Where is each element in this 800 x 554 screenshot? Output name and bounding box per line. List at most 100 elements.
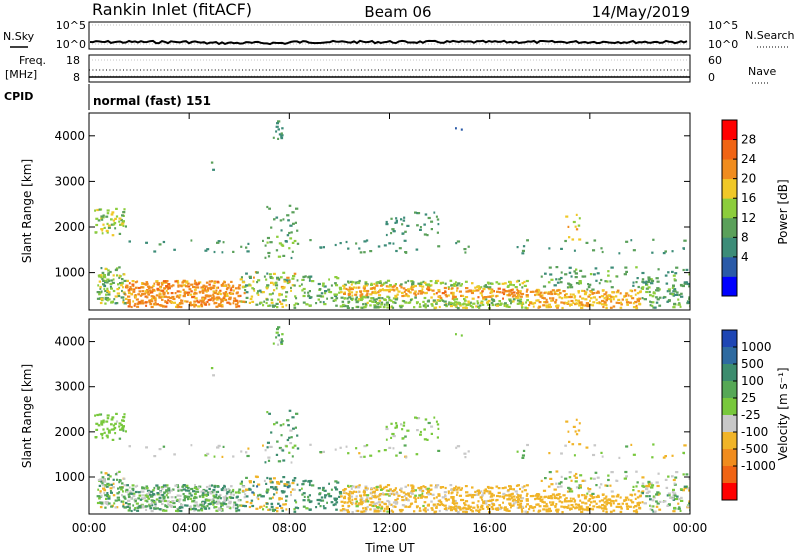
power-cell <box>176 294 179 297</box>
velocity-cell <box>449 505 452 509</box>
power-cell <box>307 291 310 294</box>
power-cell <box>289 224 293 227</box>
velocity-cell <box>302 483 305 486</box>
velocity-cell <box>478 510 481 513</box>
power-cell <box>117 294 121 298</box>
velocity-cell <box>625 502 629 505</box>
power-cell <box>132 290 136 293</box>
power-cell <box>196 299 199 302</box>
power-cell <box>97 219 101 222</box>
velocity-cell <box>182 484 186 487</box>
velocity-cell <box>509 487 513 491</box>
velocity-cell <box>461 487 463 490</box>
power-cell <box>391 285 395 288</box>
velocity-cell <box>483 489 487 492</box>
power-cell <box>372 300 375 303</box>
velocity-cell <box>461 498 465 502</box>
power-cell <box>501 282 505 285</box>
velocity-cell <box>547 485 551 488</box>
power-cell <box>237 305 241 308</box>
velocity-cell <box>403 494 406 498</box>
power-cell <box>232 250 235 253</box>
velocity-cell <box>440 502 443 505</box>
power-cell <box>115 268 117 271</box>
power-cell <box>205 290 208 293</box>
velocity-cell <box>142 486 145 489</box>
power-cell <box>212 286 215 290</box>
velocity-cell <box>470 496 474 499</box>
velocity-cell <box>456 488 459 491</box>
power-cell <box>238 287 241 290</box>
power-cell <box>411 282 415 286</box>
velocity-cell <box>358 502 361 505</box>
velocity-cell <box>502 497 506 500</box>
velocity-cell <box>322 450 325 453</box>
power-colorbar-swatch <box>722 276 737 297</box>
power-cell <box>636 298 640 302</box>
velocity-cell <box>611 495 614 498</box>
velocity-cell <box>568 490 571 493</box>
power-cell <box>502 288 506 291</box>
power-cell <box>284 299 287 302</box>
power-cell <box>127 289 131 292</box>
velocity-cell <box>267 456 271 459</box>
power-cell <box>535 289 538 292</box>
power-cell <box>438 299 442 302</box>
velocity-cell <box>186 486 190 490</box>
power-cell <box>182 288 185 291</box>
power-cell <box>157 283 160 286</box>
velocity-cell <box>247 447 250 450</box>
velocity-cell <box>389 488 392 491</box>
velocity-cell <box>366 500 370 503</box>
power-cell <box>456 284 459 287</box>
power-cell <box>673 302 677 305</box>
power-cell <box>378 294 382 297</box>
velocity-cell <box>154 505 157 508</box>
power-cell <box>542 304 546 307</box>
power-cell <box>498 303 502 306</box>
velocity-cell <box>280 490 284 493</box>
power-ytick-label: 3000 <box>54 174 85 188</box>
velocity-cell <box>579 474 583 477</box>
power-cell <box>107 269 110 272</box>
power-cell <box>409 287 412 290</box>
velocity-cell <box>417 496 420 499</box>
velocity-cell <box>340 500 344 503</box>
velocity-cell <box>340 495 343 498</box>
power-cell <box>193 305 196 308</box>
velocity-cell <box>94 436 98 439</box>
velocity-cell <box>107 497 111 500</box>
power-cell <box>350 283 353 286</box>
power-cell <box>296 229 299 232</box>
velocity-cell <box>463 503 467 506</box>
velocity-cell <box>383 507 386 510</box>
velocity-cell <box>436 503 440 506</box>
velocity-colorbar-tick: 1000 <box>741 340 772 354</box>
velocity-cell <box>619 510 623 513</box>
velocity-cell <box>454 489 457 492</box>
velocity-cell <box>352 490 355 493</box>
velocity-cell <box>213 496 217 499</box>
power-cell <box>436 218 440 221</box>
velocity-cell <box>386 507 390 510</box>
power-cell <box>241 281 246 284</box>
x-axis: 00:00 04:00 08:00 12:00 16:00 20:00 00:00 <box>72 113 707 535</box>
velocity-cell <box>182 493 185 496</box>
velocity-cell <box>648 482 651 485</box>
velocity-cell <box>649 482 653 485</box>
power-cell <box>308 279 311 282</box>
power-cell <box>649 278 653 281</box>
velocity-cell <box>118 481 121 484</box>
power-cell <box>294 295 297 298</box>
power-cell <box>213 250 216 254</box>
velocity-cell <box>111 486 115 489</box>
power-cell <box>688 296 690 299</box>
power-cell <box>495 295 498 298</box>
velocity-cell <box>210 367 214 370</box>
velocity-cell <box>394 505 397 508</box>
power-cell <box>664 250 667 253</box>
velocity-cell <box>218 507 221 510</box>
power-cell <box>686 301 690 304</box>
velocity-cell <box>276 328 279 331</box>
